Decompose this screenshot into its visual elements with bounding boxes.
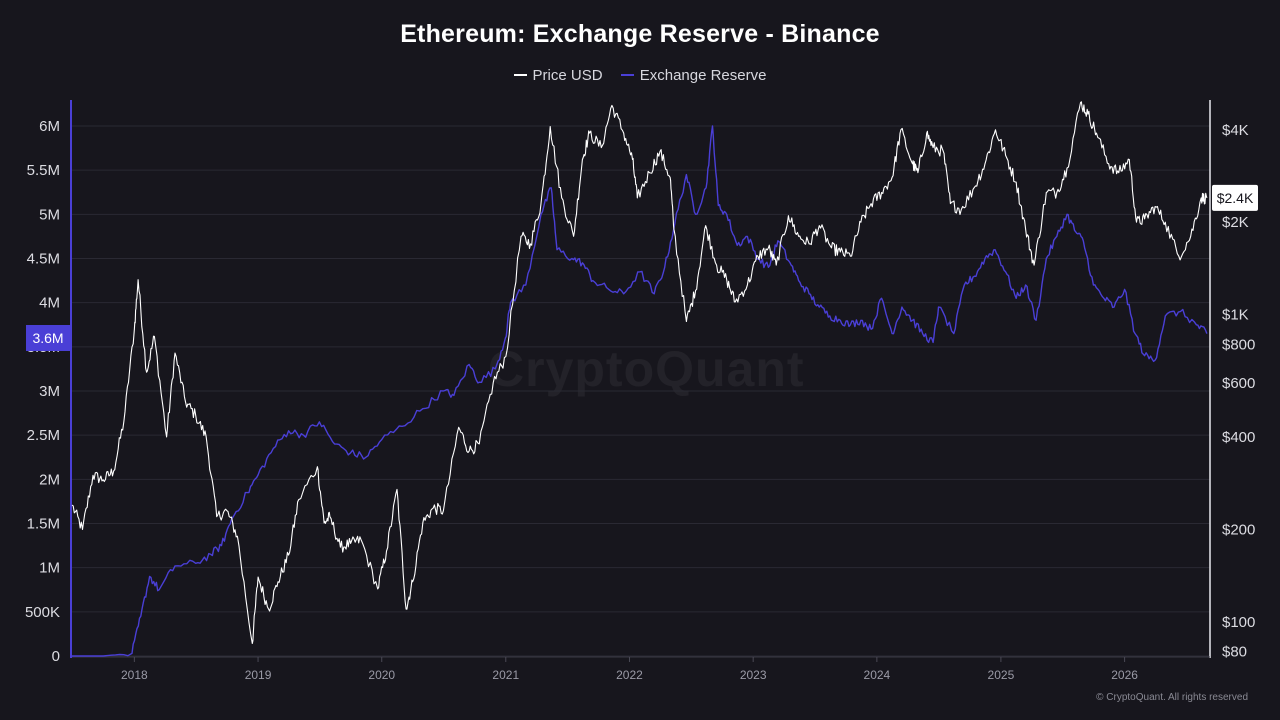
left-tick-label: 6M <box>39 118 60 135</box>
left-tick-label: 4.5M <box>27 251 60 268</box>
chart-title: Ethereum: Exchange Reserve - Binance <box>400 20 880 48</box>
right-tick-label: $400 <box>1222 429 1255 446</box>
left-tick-label: 2.5M <box>27 427 60 444</box>
grid-lines <box>72 125 1210 657</box>
right-tick-label: $100 <box>1222 614 1255 631</box>
watermark: CryptoQuant <box>488 341 805 397</box>
x-tick-label: 2022 <box>616 668 643 682</box>
x-tick-label: 2020 <box>368 668 395 682</box>
left-tick-label: 1.5M <box>27 516 60 533</box>
legend-swatch-price <box>513 74 527 76</box>
right-tick-label: $2K <box>1222 214 1249 231</box>
x-tick-label: 2019 <box>245 668 272 682</box>
chart-legend: Price USD Exchange Reserve <box>0 63 1280 84</box>
left-current-value-bg <box>26 325 70 351</box>
right-current-value-label: $2.4K <box>1217 190 1254 206</box>
copyright-notice: © CryptoQuant. All rights reserved <box>1096 692 1248 703</box>
x-axis-ticks: 2018 2019 2020 2021 2022 2023 2024 2025 2026 <box>121 657 1138 682</box>
left-tick-label: 5.5M <box>27 162 60 179</box>
left-tick-label: 0 <box>52 648 60 665</box>
right-tick-label: $1K <box>1222 307 1249 324</box>
x-tick-label: 2018 <box>121 668 148 682</box>
left-current-value-badge: 3.6M <box>26 325 70 351</box>
x-tick-label: 2023 <box>740 668 767 682</box>
x-tick-label: 2021 <box>492 668 519 682</box>
legend-swatch-reserve <box>620 74 634 76</box>
right-tick-label: $4K <box>1222 122 1249 139</box>
legend-item-reserve[interactable]: Exchange Reserve <box>620 66 767 84</box>
x-tick-label: 2025 <box>988 668 1015 682</box>
left-tick-label: 5M <box>39 206 60 223</box>
exchange-reserve-line[interactable] <box>72 125 1208 657</box>
left-tick-label: 2M <box>39 471 60 488</box>
left-current-value-label: 3.6M <box>32 330 63 346</box>
left-tick-label: 1M <box>39 560 60 577</box>
price-usd-line[interactable] <box>71 101 1208 645</box>
right-tick-label: $80 <box>1222 644 1247 661</box>
right-axis-ticks: $80 $100 $200 $400 $600 $800 $1K $2K $4K <box>1222 122 1255 661</box>
legend-label-reserve: Exchange Reserve <box>639 66 767 84</box>
legend-item-price[interactable]: Price USD <box>513 66 603 84</box>
x-tick-label: 2024 <box>864 668 891 682</box>
legend-label-price: Price USD <box>532 66 603 84</box>
left-tick-label: 3M <box>39 383 60 400</box>
right-current-value-bg <box>1212 184 1258 211</box>
left-tick-label: 4M <box>39 295 60 312</box>
right-tick-label: $200 <box>1222 521 1255 538</box>
x-tick-label: 2026 <box>1111 668 1138 682</box>
right-tick-label: $600 <box>1222 375 1255 392</box>
left-tick-label: 500K <box>25 604 60 621</box>
right-tick-label: $800 <box>1222 336 1255 353</box>
right-current-value-badge: $2.4K <box>1212 184 1258 211</box>
